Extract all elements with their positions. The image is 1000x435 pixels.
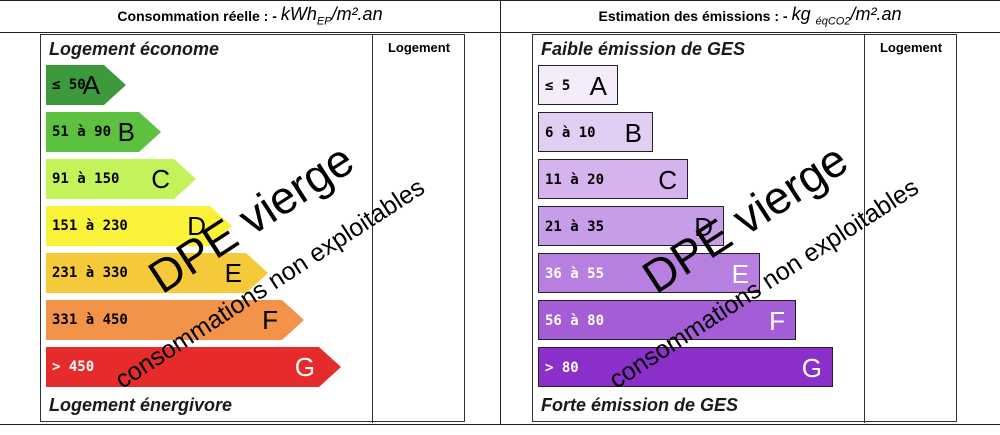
ges-class-bar-f: 56 à 80 F [538, 300, 796, 340]
energy-header-unit: kWhEP/m².an [280, 4, 383, 28]
energy-class-letter: F [262, 305, 278, 335]
ges-class-letter: G [801, 353, 822, 383]
ges-class-bar-d: 21 à 35 D [538, 206, 724, 246]
energy-class-bar-b: 51 à 90 B [46, 112, 161, 152]
energy-label-frame: Logement économe ≤ 50 A 51 à 90 B 91 à 150 C 1… [40, 34, 465, 423]
ges-class-bar-e: 36 à 55 E [538, 253, 760, 293]
ges-class-bar-a: ≤ 5 A [538, 65, 618, 105]
energy-class-bar-c: 91 à 150 C [46, 159, 196, 199]
ges-label-panel: Faible émission de GES ≤ 5 A 6 à 10 B 11 à 2… [532, 34, 957, 423]
energy-header: Consommation réelle : - kWhEP/m².an [0, 0, 500, 32]
ges-logement-column: Logement [864, 35, 957, 423]
ges-logement-header: Logement [879, 40, 943, 55]
ges-header: Estimation des émissions : - kg éqCO2/m²… [500, 0, 1000, 32]
ges-header-label: Estimation des émissions : - [598, 8, 788, 24]
ges-class-range: ≤ 5 [545, 78, 571, 94]
energy-class-range: 331 à 450 [52, 312, 128, 328]
energy-class-range: 151 à 230 [52, 218, 128, 234]
ges-class-bar-b: 6 à 10 B [538, 112, 653, 152]
ges-class-range: 11 à 20 [545, 172, 605, 188]
energy-top-caption: Logement économe [49, 39, 220, 59]
ges-class-range: 21 à 35 [545, 219, 605, 235]
energy-class-bar-f: 331 à 450 F [46, 300, 304, 340]
ges-class-range: > 80 [545, 360, 579, 376]
ges-class-bar-g: > 80 G [538, 347, 833, 387]
energy-class-range: 231 à 330 [52, 265, 128, 281]
energy-bottom-caption: Logement énergivore [49, 395, 233, 415]
energy-class-range: 91 à 150 [52, 171, 120, 187]
ges-bottom-caption: Forte émission de GES [541, 395, 739, 415]
energy-class-range: > 450 [52, 359, 95, 375]
ges-class-range: 36 à 55 [545, 266, 605, 282]
ges-class-range: 6 à 10 [545, 125, 596, 141]
energy-logement-column: Logement [372, 35, 465, 423]
energy-header-label: Consommation réelle : - [117, 8, 277, 24]
energy-class-letter: E [224, 258, 242, 288]
energy-class-letter: G [294, 352, 315, 382]
ges-top-caption: Faible émission de GES [541, 39, 746, 59]
ges-class-letter: F [769, 306, 785, 336]
energy-class-letter: D [187, 211, 206, 241]
energy-class-range: 51 à 90 [52, 124, 112, 140]
ges-class-letter: E [731, 259, 749, 289]
energy-class-letter: C [151, 164, 170, 194]
energy-logement-header: Logement [387, 40, 451, 55]
ges-class-bar-c: 11 à 20 C [538, 159, 688, 199]
ges-label-frame: Faible émission de GES ≤ 5 A 6 à 10 B 11 à 2… [532, 34, 957, 423]
ges-class-letter: D [694, 212, 713, 242]
energy-class-letter: A [82, 70, 100, 100]
ges-header-unit: kg éqCO2/m².an [791, 4, 902, 28]
ges-class-letter: C [658, 165, 677, 195]
ges-class-range: 56 à 80 [545, 313, 605, 329]
energy-class-bar-d: 151 à 230 D [46, 206, 232, 246]
ges-class-letter: B [624, 118, 642, 148]
energy-class-letter: B [117, 117, 135, 147]
energy-class-bar-e: 231 à 330 E [46, 253, 268, 293]
column-divider [500, 0, 501, 425]
energy-class-bar-a: ≤ 50 A [46, 65, 126, 105]
energy-label-panel: Logement économe ≤ 50 A 51 à 90 B 91 à 150 C 1… [40, 34, 465, 423]
energy-class-range: ≤ 50 [52, 77, 86, 93]
energy-class-bar-g: > 450 G [46, 347, 341, 387]
ges-class-letter: A [589, 71, 607, 101]
